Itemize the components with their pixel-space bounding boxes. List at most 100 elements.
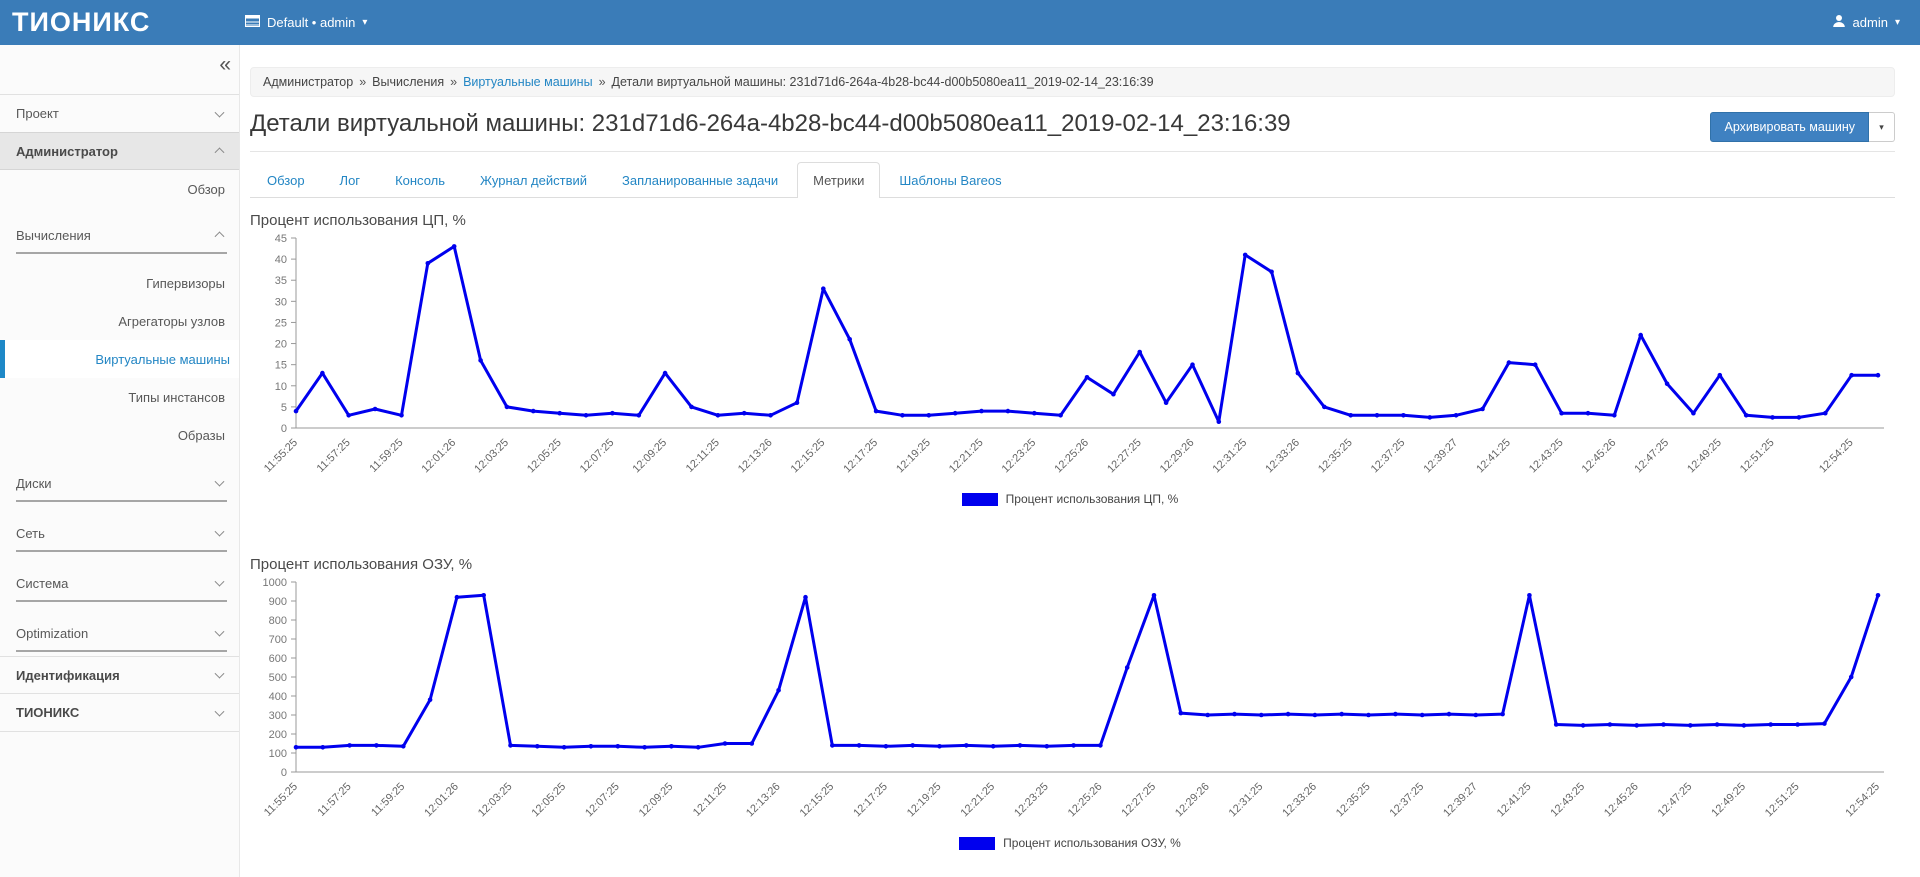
sidebar-item-gipervizory[interactable]: Гипервизоры [0, 264, 239, 302]
caret-down-icon: ▾ [1879, 121, 1884, 132]
sidebar-item-label: ТИОНИКС [16, 705, 80, 720]
ram-usage-chart: 0 100 200 300 400 500 600 700 800 900 1000 11:55:25… [262, 577, 1884, 820]
ram-usage-chart-block: Процент использования ОЗУ, % 0 100 200 300 40… [250, 556, 1895, 850]
legend-swatch [961, 492, 998, 506]
sidebar-item-sistema[interactable]: Система [0, 564, 239, 602]
sidebar-item-administrator[interactable]: Администратор [0, 132, 239, 170]
svg-text:11:57:25: 11:57:25 [316, 781, 354, 819]
svg-text:12:43:25: 12:43:25 [1527, 437, 1566, 476]
svg-text:30: 30 [275, 296, 287, 308]
svg-text:12:47:25: 12:47:25 [1632, 437, 1671, 476]
cpu-usage-chart-block: Процент использования ЦП, % 0 5 10 15 20 25 30 3… [250, 212, 1895, 506]
svg-text:12:07:25: 12:07:25 [578, 437, 617, 476]
sidebar-item-identifikaciya[interactable]: Идентификация [0, 656, 239, 694]
sidebar-item-label: Виртуальные машины [95, 351, 230, 367]
svg-text:600: 600 [269, 653, 287, 665]
svg-text:12:25:26: 12:25:26 [1052, 437, 1091, 476]
svg-text:12:03:25: 12:03:25 [472, 437, 511, 476]
svg-text:12:01:26: 12:01:26 [420, 437, 459, 476]
svg-text:12:21:25: 12:21:25 [959, 781, 998, 820]
breadcrumb-separator: » [450, 75, 458, 89]
svg-text:400: 400 [269, 691, 287, 703]
sidebar-item-proekt[interactable]: Проект [0, 94, 239, 132]
sidebar-item-vychisleniya[interactable]: Вычисления [0, 216, 239, 254]
legend-label: Процент использования ОЗУ, % [1003, 836, 1181, 850]
sidebar-item-set[interactable]: Сеть [0, 514, 239, 552]
sidebar-nav: Проект Администратор Обзор Вычисления Гиперв… [0, 94, 239, 732]
tab-1[interactable]: Лог [339, 173, 361, 188]
svg-text:12:45:26: 12:45:26 [1602, 781, 1641, 820]
sidebar-collapse-button[interactable]: « [219, 53, 231, 76]
tab-6[interactable]: Шаблоны Bareos [899, 173, 1002, 188]
svg-text:900: 900 [269, 596, 287, 608]
svg-text:12:35:25: 12:35:25 [1316, 437, 1355, 476]
svg-text:12:27:25: 12:27:25 [1105, 437, 1144, 476]
user-menu[interactable]: admin ▾ [1832, 14, 1920, 31]
svg-text:12:09:25: 12:09:25 [637, 781, 676, 820]
brand-logo[interactable]: ТИОНИКС [12, 7, 151, 37]
sidebar-item-obzor[interactable]: Обзор [0, 170, 239, 208]
chevron-down-icon [214, 706, 225, 717]
tab-4[interactable]: Запланированные задачи [622, 173, 779, 188]
svg-text:12:07:25: 12:07:25 [583, 781, 622, 820]
svg-text:12:15:25: 12:15:25 [789, 437, 828, 476]
svg-text:12:05:25: 12:05:25 [525, 437, 564, 476]
legend-swatch [959, 836, 996, 850]
chevron-down-icon [214, 526, 225, 537]
sidebar-item-label: Вычисления [16, 227, 91, 243]
sidebar-item-obrazy[interactable]: Образы [0, 416, 239, 454]
sidebar-item-diski[interactable]: Диски [0, 464, 239, 502]
sidebar-item-label: Диски [16, 475, 52, 491]
breadcrumb: Администратор » Вычисления » Виртуальные маш… [250, 67, 1895, 97]
svg-text:12:11:25: 12:11:25 [691, 781, 729, 819]
svg-text:12:17:25: 12:17:25 [851, 781, 890, 820]
svg-text:12:51:25: 12:51:25 [1763, 781, 1802, 820]
breadcrumb-item: Детали виртуальной машины: 231d71d6-264a… [611, 75, 1154, 89]
svg-text:45: 45 [275, 233, 287, 245]
breadcrumb-link[interactable]: Виртуальные машины [463, 75, 593, 89]
chevron-down-icon [214, 107, 225, 118]
chevron-up-icon [214, 231, 225, 242]
caret-down-icon: ▾ [362, 16, 368, 28]
breadcrumb-separator: » [359, 75, 367, 89]
context-switcher[interactable]: Default • admin ▾ [245, 15, 367, 30]
svg-text:12:39:27: 12:39:27 [1441, 781, 1480, 820]
tab-metriki[interactable]: Метрики [797, 162, 881, 198]
page-title: Детали виртуальной машины: 231d71d6-264a… [250, 110, 1291, 137]
svg-text:12:23:25: 12:23:25 [1000, 437, 1039, 476]
svg-text:1000: 1000 [263, 577, 287, 589]
svg-text:10: 10 [275, 381, 287, 393]
svg-text:12:54:25: 12:54:25 [1817, 437, 1856, 476]
svg-text:11:59:25: 11:59:25 [367, 437, 405, 475]
svg-text:12:39:27: 12:39:27 [1421, 437, 1460, 476]
svg-text:12:09:25: 12:09:25 [630, 437, 669, 476]
chart-title: Процент использования ОЗУ, % [250, 556, 473, 573]
svg-text:5: 5 [281, 402, 287, 414]
svg-text:11:55:25: 11:55:25 [262, 781, 300, 819]
sidebar-item-label: Проект [16, 106, 59, 121]
chevron-down-icon [214, 626, 225, 637]
tab-0[interactable]: Обзор [267, 173, 305, 188]
svg-text:12:37:25: 12:37:25 [1388, 781, 1427, 820]
tab-3[interactable]: Журнал действий [480, 173, 588, 188]
archive-machine-button[interactable]: Архивировать машину [1710, 112, 1869, 142]
svg-text:800: 800 [269, 615, 287, 627]
tab-2[interactable]: Консоль [395, 173, 445, 188]
svg-text:12:35:25: 12:35:25 [1334, 781, 1373, 820]
context-switcher-label: Default • admin [267, 15, 356, 30]
svg-text:12:17:25: 12:17:25 [841, 437, 880, 476]
user-icon [1832, 14, 1846, 31]
sidebar-item-optimization[interactable]: Optimization [0, 614, 239, 652]
chart-legend[interactable]: Процент использования ОЗУ, % [250, 836, 1890, 850]
svg-text:25: 25 [275, 317, 287, 329]
sidebar-item-agregatory-uzlov[interactable]: Агрегаторы узлов [0, 302, 239, 340]
chevron-down-icon [214, 476, 225, 487]
sidebar-item-tipy-instansov[interactable]: Типы инстансов [0, 378, 239, 416]
chart-legend[interactable]: Процент использования ЦП, % [250, 492, 1890, 506]
archive-machine-caret-button[interactable]: ▾ [1869, 112, 1895, 142]
sidebar-item-virtualnye-mashiny[interactable]: Виртуальные машины [0, 340, 239, 378]
svg-text:12:13:26: 12:13:26 [744, 781, 783, 820]
sidebar-item-label: Идентификация [16, 667, 120, 683]
sidebar-item-tionix[interactable]: ТИОНИКС [0, 694, 239, 732]
svg-text:12:23:25: 12:23:25 [1012, 781, 1051, 820]
